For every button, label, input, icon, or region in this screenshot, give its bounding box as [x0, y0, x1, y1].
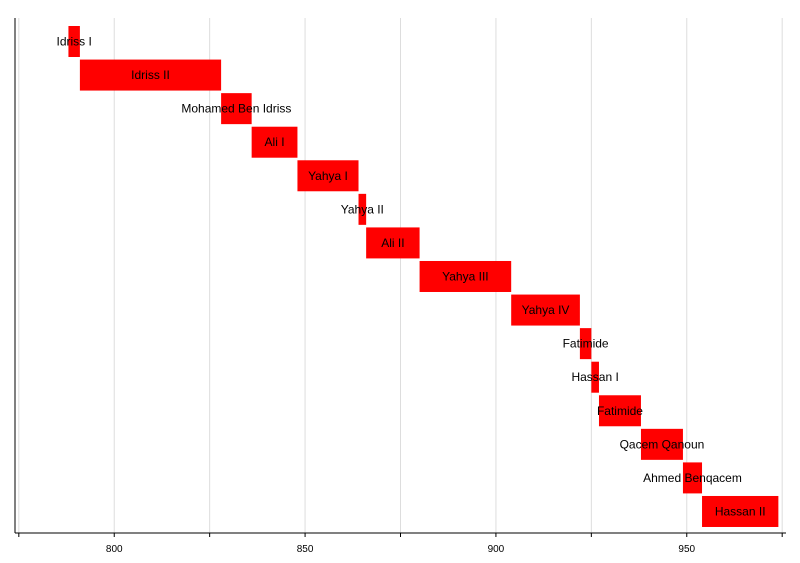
x-tick-label: 950	[678, 544, 695, 555]
bar	[511, 294, 580, 326]
bar	[682, 462, 703, 494]
bar-label: Ali I	[265, 135, 285, 149]
bar-label: Yahya I	[308, 169, 348, 183]
bar-labels: Idriss I Idriss II Mohamed Ben Idriss Ali I…	[56, 35, 765, 519]
bar	[419, 260, 512, 292]
bar-label: Yahya II	[341, 202, 384, 216]
x-tick-label: 900	[488, 544, 505, 555]
bar-label: Idriss I	[56, 35, 91, 49]
bar-label: Qacem Qanoun	[620, 437, 705, 451]
x-tick-label: 800	[106, 544, 123, 555]
bar	[221, 93, 252, 125]
bar	[251, 126, 298, 158]
bar	[640, 428, 683, 460]
bars	[68, 26, 779, 527]
bar	[366, 227, 420, 259]
bar	[358, 193, 367, 225]
bar-label: Hassan I	[571, 370, 618, 384]
bar-label: Ali II	[381, 236, 404, 250]
bar	[579, 328, 592, 360]
bar-label: Yahya IV	[522, 303, 570, 317]
bar-label: Hassan II	[715, 504, 766, 518]
axes: 800 850 900 950	[14, 18, 786, 555]
bar-label: Ahmed Benqacem	[643, 471, 742, 485]
bar	[598, 395, 641, 427]
bar	[297, 160, 359, 192]
bar	[79, 59, 222, 91]
bar	[702, 495, 779, 527]
bar-label: Yahya III	[442, 269, 488, 283]
bar	[591, 361, 599, 393]
x-tick-label: 850	[297, 544, 314, 555]
bar-label: Mohamed Ben Idriss	[181, 102, 291, 116]
bar	[68, 26, 80, 57]
bar-label: Idriss II	[131, 68, 170, 82]
bar-label: Fatimide	[563, 337, 609, 351]
bar-label: Fatimide	[597, 404, 643, 418]
